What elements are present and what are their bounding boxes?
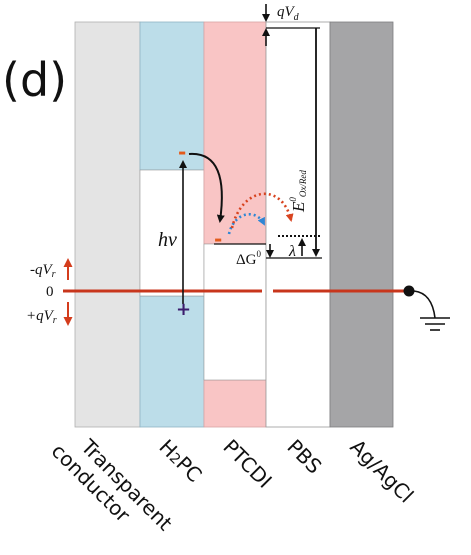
h2pc-gap bbox=[139, 169, 205, 297]
pos-qvr-label: +qVr bbox=[26, 308, 57, 326]
hv-label: hv bbox=[158, 229, 177, 251]
panel-label: (d) bbox=[2, 53, 67, 107]
ptcdi-lumo-block bbox=[203, 21, 267, 245]
contact-dot-icon bbox=[403, 285, 415, 297]
svg-text:PTCDI: PTCDI bbox=[218, 435, 276, 493]
layer-label-pbs: PBS bbox=[282, 435, 326, 479]
pbs-electrolyte-layer bbox=[265, 21, 331, 428]
delta-g-label: ΔG0 bbox=[236, 249, 261, 268]
blue-dotted-arrow bbox=[227, 213, 266, 235]
qvd-label: qVd bbox=[277, 4, 300, 23]
ptcdi-homo-block bbox=[203, 379, 267, 428]
h2pc-electron-charge: - bbox=[178, 140, 186, 164]
h2pc-homo-block bbox=[139, 295, 205, 428]
svg-text:PBS: PBS bbox=[282, 435, 326, 479]
h2pc-lumo-block bbox=[139, 21, 205, 171]
layer-label-h2pc: H2PC bbox=[154, 435, 206, 487]
ag-agcl-electrode-layer bbox=[329, 21, 394, 428]
layer-label-ptcdi: PTCDI bbox=[218, 435, 276, 493]
ptcdi-gap bbox=[203, 243, 267, 381]
e-ox-red-label: E0Ox/Red bbox=[288, 170, 308, 213]
electron-transfer-arrow bbox=[188, 152, 225, 223]
svg-text:Ag/AgCl: Ag/AgCl bbox=[345, 435, 418, 508]
h2pc-hole-charge: + bbox=[176, 299, 191, 320]
lambda-label: λ bbox=[288, 243, 296, 260]
ptcdi-electron-charge: - bbox=[214, 227, 222, 251]
svg-text:E0Ox/Red: E0Ox/Red bbox=[288, 170, 308, 213]
layer-label-ag-agcl: Ag/AgCl bbox=[345, 435, 418, 508]
neg-qvr-label: -qVr bbox=[30, 262, 56, 280]
svg-text:H2PC: H2PC bbox=[154, 435, 206, 487]
transparent-conductor-layer bbox=[74, 21, 141, 428]
layer-label-transparent-conductor: Transparent conductor bbox=[47, 434, 178, 536]
zero-level-label: 0 bbox=[46, 284, 54, 300]
ground-icon bbox=[413, 290, 450, 331]
